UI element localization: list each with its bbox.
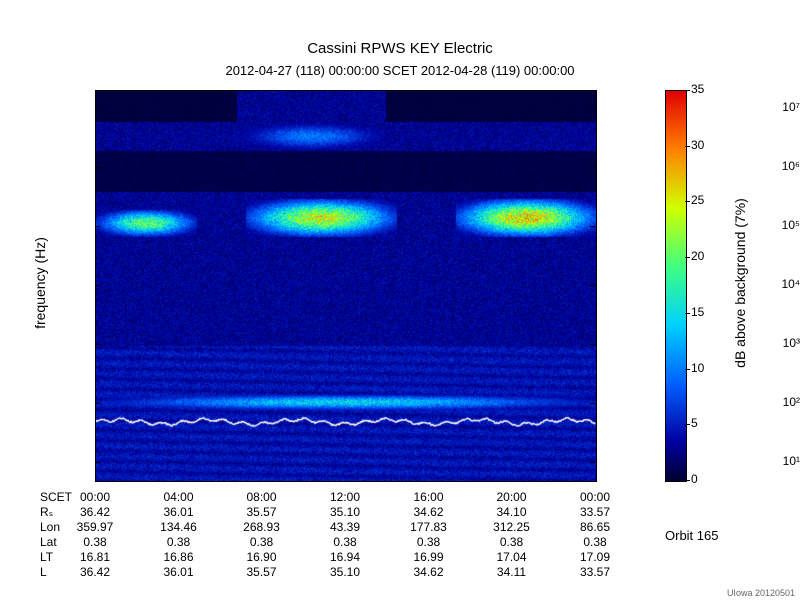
- y-tick-label: 10⁵: [713, 218, 800, 232]
- plot-subtitle: 2012-04-27 (118) 00:00:00 SCET 2012-04-2…: [225, 63, 574, 78]
- colorbar-tick: 35: [691, 82, 704, 96]
- x-tick-cell: 16.94: [330, 550, 360, 564]
- x-tick-cell: 86.65: [580, 520, 610, 534]
- x-tick-cell: 36.01: [163, 505, 193, 519]
- x-tick-cell: 0.38: [167, 535, 190, 549]
- x-tick-cell: 34.62: [413, 505, 443, 519]
- x-tick-cell: 359.97: [77, 520, 114, 534]
- x-tick-cell: 08:00: [246, 490, 276, 504]
- x-tick-cell: 16:00: [413, 490, 443, 504]
- x-row-label: Lon: [40, 520, 60, 534]
- colorbar: [665, 90, 687, 482]
- y-tick-label: 10²: [713, 395, 800, 409]
- x-tick-cell: 0.38: [417, 535, 440, 549]
- x-tick-cell: 16.99: [413, 550, 443, 564]
- x-tick-cell: 34.62: [413, 565, 443, 579]
- x-tick-cell: 33.57: [580, 505, 610, 519]
- y-tick-mark: [95, 344, 100, 345]
- y-tick-mark: [590, 285, 595, 286]
- y-tick-label: 10⁴: [713, 277, 800, 291]
- x-tick-cell: 17.09: [580, 550, 610, 564]
- x-tick-cell: 0.38: [500, 535, 523, 549]
- x-tick-cell: 43.39: [330, 520, 360, 534]
- spectrogram-plot: [95, 90, 597, 482]
- colorbar-tick: 15: [691, 305, 704, 319]
- orbit-label: Orbit 165: [665, 528, 718, 543]
- x-row-label: L: [40, 565, 47, 579]
- colorbar-tick: 10: [691, 361, 704, 375]
- x-tick-cell: 04:00: [163, 490, 193, 504]
- x-tick-cell: 36.01: [163, 565, 193, 579]
- x-tick-cell: 35.10: [330, 565, 360, 579]
- y-tick-mark: [590, 167, 595, 168]
- x-tick-cell: 16.81: [80, 550, 110, 564]
- x-row-label: LT: [40, 550, 53, 564]
- x-tick-cell: 33.57: [580, 565, 610, 579]
- x-tick-cell: 35.10: [330, 505, 360, 519]
- y-tick-mark: [590, 226, 595, 227]
- x-tick-cell: 0.38: [83, 535, 106, 549]
- x-tick-cell: 312.25: [493, 520, 530, 534]
- x-tick-cell: 12:00: [330, 490, 360, 504]
- x-tick-cell: 20:00: [496, 490, 526, 504]
- x-row-label: Rₛ: [40, 505, 53, 519]
- x-tick-cell: 36.42: [80, 505, 110, 519]
- colorbar-tick: 5: [691, 416, 698, 430]
- x-tick-cell: 16.90: [246, 550, 276, 564]
- plot-title: Cassini RPWS KEY Electric: [307, 40, 493, 57]
- x-tick-cell: 16.86: [163, 550, 193, 564]
- spectrogram-canvas: [96, 91, 596, 481]
- x-tick-cell: 177.83: [410, 520, 447, 534]
- x-tick-cell: 0.38: [583, 535, 606, 549]
- x-tick-cell: 0.38: [250, 535, 273, 549]
- x-tick-cell: 268.93: [243, 520, 280, 534]
- x-tick-cell: 35.57: [246, 505, 276, 519]
- colorbar-tick: 30: [691, 138, 704, 152]
- x-tick-cell: 36.42: [80, 565, 110, 579]
- x-tick-cell: 00:00: [580, 490, 610, 504]
- x-tick-cell: 17.04: [496, 550, 526, 564]
- y-tick-label: 10⁶: [713, 159, 800, 173]
- x-row-label: Lat: [40, 535, 57, 549]
- y-tick-label: 10¹: [713, 454, 800, 468]
- x-tick-cell: 34.11: [497, 565, 526, 579]
- y-tick-mark: [95, 403, 100, 404]
- y-tick-mark: [95, 167, 100, 168]
- colorbar-label: dB above background (7%): [732, 183, 748, 383]
- x-tick-cell: 35.57: [246, 565, 276, 579]
- x-row-label: SCET: [40, 490, 72, 504]
- y-tick-label: 10⁷: [713, 100, 800, 114]
- colorbar-tick: 25: [691, 193, 704, 207]
- y-tick-mark: [95, 462, 100, 463]
- y-tick-mark: [95, 108, 100, 109]
- colorbar-tick: 20: [691, 249, 704, 263]
- y-tick-label: 10³: [713, 336, 800, 350]
- x-tick-cell: 00:00: [80, 490, 110, 504]
- footer-text: UIowa 20120501: [727, 588, 795, 598]
- colorbar-tick: 0: [691, 472, 698, 486]
- y-tick-mark: [590, 108, 595, 109]
- y-tick-mark: [590, 462, 595, 463]
- y-tick-mark: [95, 226, 100, 227]
- x-tick-cell: 134.46: [160, 520, 197, 534]
- y-tick-mark: [95, 285, 100, 286]
- y-tick-mark: [590, 403, 595, 404]
- x-tick-cell: 0.38: [333, 535, 356, 549]
- x-tick-cell: 34.10: [496, 505, 526, 519]
- y-axis-label: frequency (Hz): [32, 233, 48, 333]
- y-tick-mark: [590, 344, 595, 345]
